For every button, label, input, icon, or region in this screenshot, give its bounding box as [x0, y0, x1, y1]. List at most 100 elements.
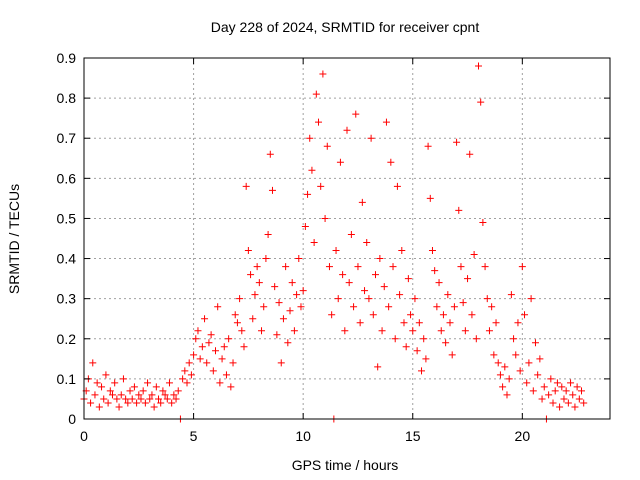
data-point [426, 194, 434, 202]
data-point [91, 391, 99, 399]
data-point [321, 214, 329, 222]
data-point [428, 247, 436, 255]
data-point [198, 343, 206, 351]
data-point [437, 327, 445, 335]
data-point [413, 347, 421, 355]
data-point [233, 319, 241, 327]
data-point [358, 198, 366, 206]
data-point [102, 371, 110, 379]
data-point [549, 399, 557, 407]
data-point [376, 255, 384, 263]
data-point [350, 303, 358, 311]
y-tick-label: 0.7 [57, 130, 77, 146]
data-point [286, 307, 294, 315]
data-point [126, 387, 134, 395]
data-point [525, 359, 533, 367]
data-point [418, 367, 426, 375]
data-point [95, 403, 103, 411]
data-point [461, 327, 469, 335]
data-point [242, 182, 250, 190]
x-tick-label: 10 [295, 428, 311, 444]
data-point [135, 391, 143, 399]
data-point [407, 311, 415, 319]
data-point [225, 335, 233, 343]
data-point [216, 379, 224, 387]
data-point [529, 387, 537, 395]
data-point [468, 311, 476, 319]
data-point [464, 275, 472, 283]
data-point [571, 403, 579, 411]
data-point [207, 331, 215, 339]
data-point [192, 335, 200, 343]
data-point [369, 311, 377, 319]
data-point [575, 395, 583, 403]
data-point [168, 399, 176, 407]
data-point [475, 62, 482, 70]
data-point [89, 359, 97, 367]
data-point [378, 327, 386, 335]
data-point [385, 303, 393, 311]
data-point [185, 359, 193, 367]
data-point [163, 395, 171, 403]
data-point [538, 395, 546, 403]
data-point [130, 383, 138, 391]
data-point [569, 391, 577, 399]
data-point [187, 371, 195, 379]
data-point [133, 399, 141, 407]
data-point [382, 118, 390, 126]
data-point [179, 375, 187, 383]
data-point [409, 327, 417, 335]
data-point [501, 363, 509, 371]
data-point [157, 399, 165, 407]
data-point [141, 399, 149, 407]
data-point [297, 303, 305, 311]
data-point [290, 327, 298, 335]
data-point [387, 158, 395, 166]
data-point [249, 315, 257, 323]
data-point [567, 379, 575, 387]
data-point [277, 359, 285, 367]
grid-layer [84, 58, 610, 419]
data-point [299, 287, 307, 295]
data-point [404, 275, 412, 283]
y-tick-label: 0.1 [57, 371, 77, 387]
data-point [551, 387, 559, 395]
data-point [87, 399, 95, 407]
y-tick-label: 0.2 [57, 331, 77, 347]
data-point [240, 343, 248, 351]
data-point [282, 263, 290, 271]
data-point [363, 239, 371, 247]
data-point [312, 90, 320, 98]
data-point [181, 367, 189, 375]
data-point [453, 138, 461, 146]
data-point [536, 355, 544, 363]
data-point [231, 311, 239, 319]
data-point [371, 271, 379, 279]
data-point [190, 351, 198, 359]
x-axis-label: GPS time / hours [292, 457, 399, 473]
y-axis-label: SRMTID / TECUs [6, 184, 22, 294]
data-point [310, 239, 318, 247]
data-point [492, 319, 500, 327]
data-point [275, 299, 283, 307]
data-point [420, 335, 428, 343]
data-point [93, 379, 101, 387]
data-point [293, 291, 301, 299]
data-point [271, 283, 279, 291]
data-point [308, 166, 316, 174]
y-tick-label: 0.5 [57, 210, 77, 226]
data-point [236, 295, 244, 303]
data-point [98, 383, 106, 391]
data-point [306, 134, 314, 142]
data-point [531, 339, 539, 347]
data-point [203, 359, 211, 367]
data-point [128, 395, 136, 403]
data-point [122, 395, 130, 403]
data-point [439, 311, 447, 319]
data-point [264, 230, 272, 238]
data-point [155, 395, 163, 403]
data-point [564, 399, 572, 407]
data-point [268, 186, 276, 194]
data-point [251, 291, 259, 299]
